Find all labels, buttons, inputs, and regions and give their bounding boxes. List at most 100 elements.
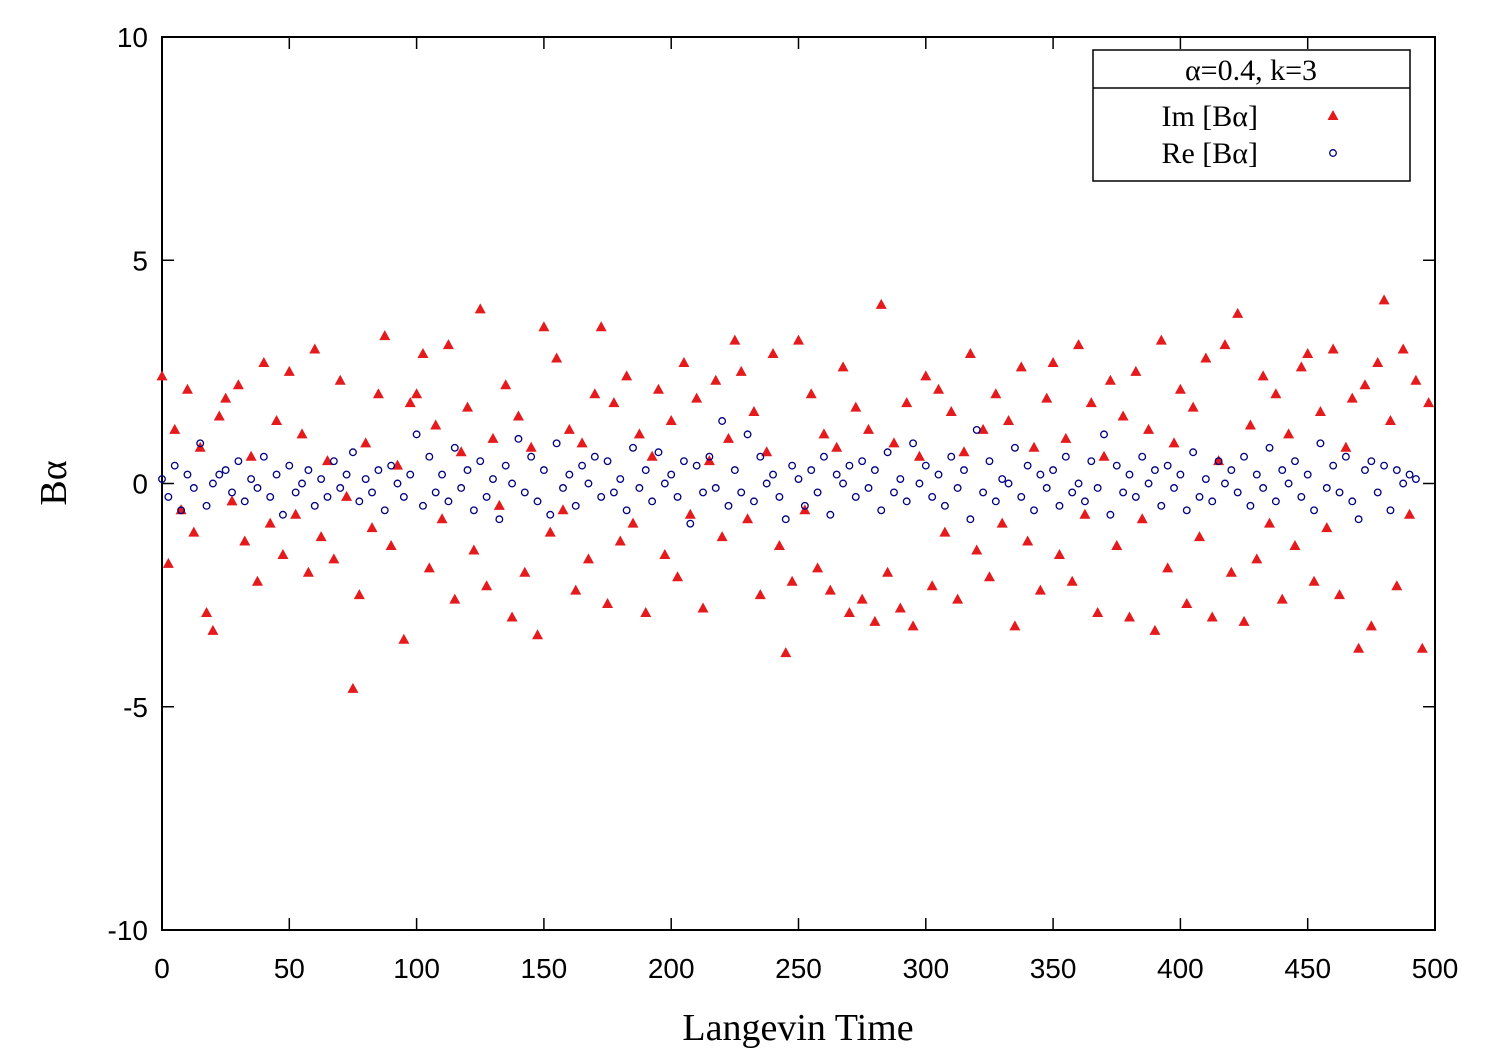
point <box>493 499 505 510</box>
point <box>559 484 567 492</box>
point <box>820 452 828 461</box>
point <box>1252 470 1261 479</box>
point <box>686 519 695 528</box>
point <box>1119 488 1128 497</box>
point <box>1117 410 1129 421</box>
point <box>1410 374 1422 385</box>
point <box>1219 339 1231 350</box>
point <box>239 535 251 546</box>
point <box>902 497 911 506</box>
point <box>417 348 429 359</box>
point <box>660 479 669 488</box>
point <box>629 443 637 452</box>
x-tick-label: 300 <box>902 953 949 984</box>
point <box>960 466 968 475</box>
point <box>1367 457 1376 466</box>
point <box>737 488 746 497</box>
point <box>710 374 722 385</box>
point <box>843 606 855 617</box>
point <box>1354 515 1363 524</box>
point <box>436 513 448 524</box>
point <box>1174 383 1186 394</box>
point <box>1034 584 1046 595</box>
point <box>582 553 594 564</box>
point <box>1155 334 1167 345</box>
point <box>189 484 198 492</box>
point <box>856 593 868 604</box>
point <box>1182 506 1191 515</box>
point <box>1125 470 1134 479</box>
point <box>748 406 760 417</box>
point <box>323 492 332 501</box>
point <box>310 501 319 510</box>
point <box>831 441 843 452</box>
point <box>990 388 1002 399</box>
point <box>1283 428 1295 439</box>
point <box>481 580 493 591</box>
point <box>544 526 556 537</box>
point <box>1238 615 1250 626</box>
point <box>1373 488 1382 497</box>
y-tick-label: -5 <box>123 692 148 723</box>
point <box>1130 365 1142 376</box>
point <box>1405 470 1414 479</box>
point <box>699 488 707 497</box>
point <box>1416 642 1428 653</box>
point <box>188 526 200 537</box>
point <box>1157 501 1166 510</box>
point <box>1423 397 1435 408</box>
point <box>1098 450 1110 461</box>
point <box>1308 575 1320 586</box>
point <box>1079 508 1091 519</box>
point <box>805 388 817 399</box>
x-tick-label: 250 <box>775 953 822 984</box>
point <box>697 602 709 613</box>
point <box>347 682 359 693</box>
point <box>780 647 792 658</box>
point <box>641 466 650 475</box>
point <box>1335 488 1344 497</box>
point <box>807 466 816 475</box>
point <box>1060 432 1072 443</box>
point <box>228 488 236 497</box>
point <box>1010 443 1019 452</box>
point <box>1189 448 1198 457</box>
point <box>614 535 626 546</box>
legend-marker <box>1327 110 1339 120</box>
point <box>552 439 561 448</box>
point <box>1214 457 1223 466</box>
point <box>302 566 314 577</box>
point <box>761 446 773 457</box>
point <box>372 388 384 399</box>
point <box>277 548 289 559</box>
point <box>158 475 166 483</box>
point <box>177 506 186 515</box>
point <box>1384 414 1396 425</box>
point <box>1208 497 1217 506</box>
point <box>266 492 275 501</box>
point <box>589 388 601 399</box>
point <box>1278 466 1287 475</box>
point <box>793 334 804 345</box>
point <box>1240 452 1248 461</box>
point <box>913 450 925 461</box>
point <box>1321 522 1333 533</box>
point <box>711 484 720 492</box>
point <box>920 370 932 381</box>
point <box>1187 401 1199 412</box>
point <box>1257 370 1269 381</box>
point <box>1093 484 1102 492</box>
point <box>551 352 563 363</box>
point <box>438 470 447 479</box>
point <box>201 606 213 617</box>
point <box>1144 479 1153 488</box>
point <box>202 501 211 510</box>
point <box>901 397 913 408</box>
point <box>1348 497 1357 506</box>
point <box>652 383 664 394</box>
point <box>1017 492 1026 501</box>
point <box>474 303 486 314</box>
point <box>945 406 957 417</box>
point <box>1138 452 1147 461</box>
point <box>482 492 491 501</box>
